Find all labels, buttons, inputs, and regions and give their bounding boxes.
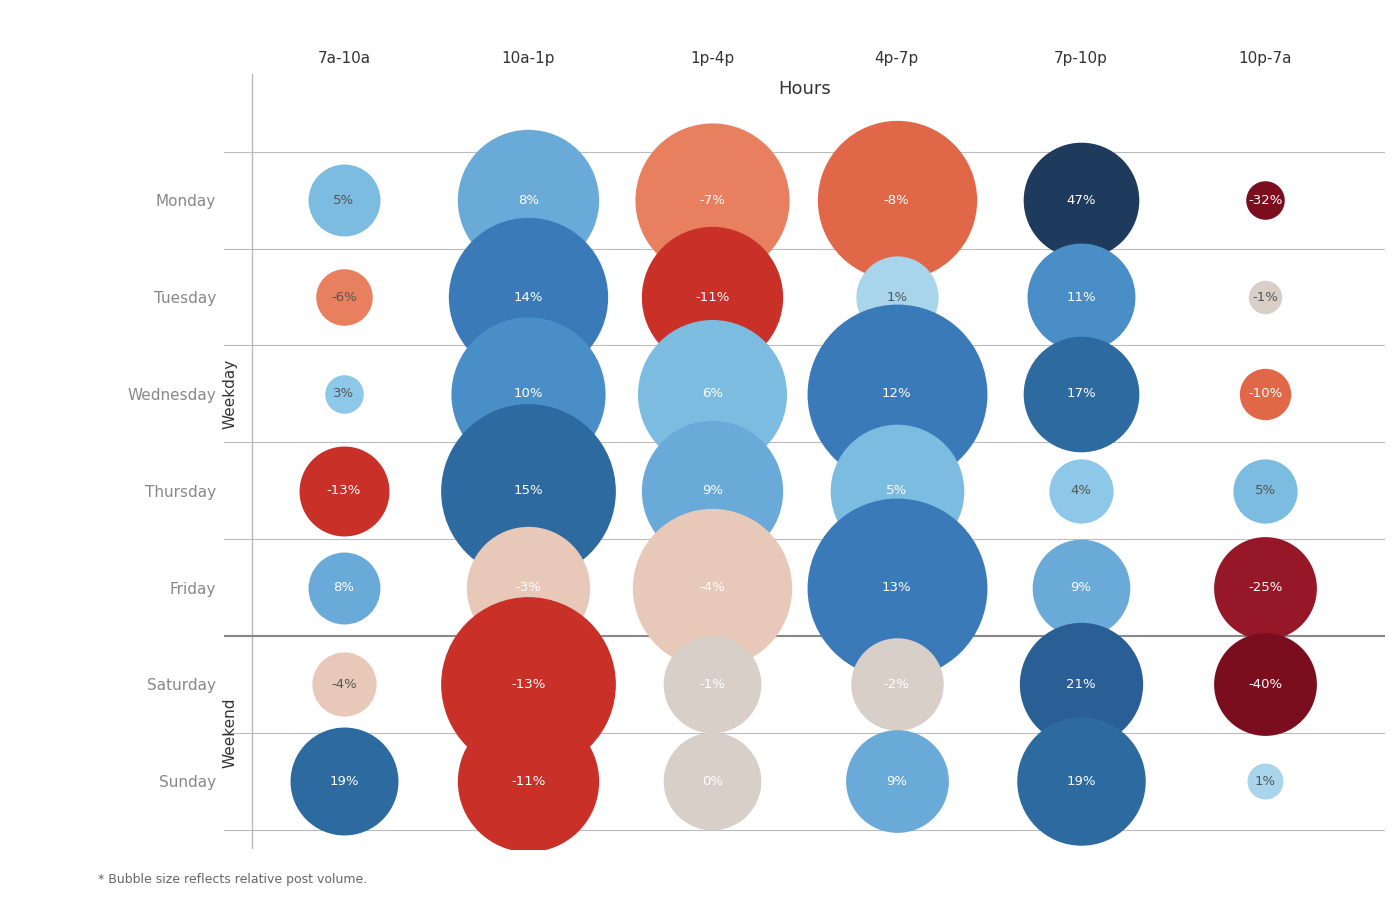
Point [701, 193, 724, 207]
Text: -11%: -11% [511, 775, 546, 788]
Point [885, 290, 907, 304]
Text: 1%: 1% [1254, 775, 1275, 788]
Point [1254, 387, 1277, 401]
Text: -10%: -10% [1247, 387, 1282, 400]
Text: 0%: 0% [701, 775, 722, 788]
Point [885, 677, 907, 691]
Point [517, 193, 539, 207]
Point [517, 774, 539, 788]
Point [885, 193, 907, 207]
Point [1070, 677, 1092, 691]
Text: 4%: 4% [1071, 484, 1092, 497]
Text: 11%: 11% [1067, 291, 1096, 303]
Text: 5%: 5% [1254, 484, 1275, 497]
Text: 5%: 5% [886, 484, 907, 497]
Point [1254, 483, 1277, 498]
Text: Weekend: Weekend [223, 698, 237, 768]
Text: -4%: -4% [700, 581, 725, 594]
Point [333, 193, 356, 207]
Text: 9%: 9% [886, 775, 907, 788]
Point [1070, 580, 1092, 595]
Text: 10%: 10% [514, 387, 543, 400]
Text: -32%: -32% [1247, 194, 1282, 207]
Text: -25%: -25% [1247, 581, 1282, 594]
Point [1070, 483, 1092, 498]
Point [1254, 580, 1277, 595]
Text: 19%: 19% [329, 775, 358, 788]
Point [701, 290, 724, 304]
Text: 19%: 19% [1067, 775, 1096, 788]
Text: 21%: 21% [1067, 678, 1096, 691]
Text: -6%: -6% [330, 291, 357, 303]
Text: -7%: -7% [700, 194, 725, 207]
Point [333, 677, 356, 691]
Point [333, 774, 356, 788]
Text: -3%: -3% [515, 581, 540, 594]
Text: -2%: -2% [883, 678, 910, 691]
Text: 13%: 13% [882, 581, 911, 594]
Point [1070, 290, 1092, 304]
Point [1254, 290, 1277, 304]
Point [1070, 774, 1092, 788]
Text: -1%: -1% [1252, 291, 1278, 303]
Point [701, 387, 724, 401]
Text: 1%: 1% [886, 291, 907, 303]
Point [517, 483, 539, 498]
Text: 12%: 12% [882, 387, 911, 400]
Text: -13%: -13% [326, 484, 361, 497]
Point [517, 387, 539, 401]
Text: 8%: 8% [518, 194, 539, 207]
Point [1070, 387, 1092, 401]
Text: 47%: 47% [1067, 194, 1096, 207]
Text: Weekday: Weekday [223, 359, 237, 429]
Point [885, 580, 907, 595]
Point [517, 677, 539, 691]
Text: -11%: -11% [696, 291, 729, 303]
Text: 9%: 9% [1071, 581, 1092, 594]
Point [885, 387, 907, 401]
Point [701, 483, 724, 498]
Point [1070, 193, 1092, 207]
Text: -8%: -8% [883, 194, 910, 207]
Text: 14%: 14% [514, 291, 543, 303]
Point [885, 774, 907, 788]
Point [701, 580, 724, 595]
Text: -13%: -13% [511, 678, 546, 691]
Text: 3%: 3% [333, 387, 354, 400]
Text: * Bubble size reflects relative post volume.: * Bubble size reflects relative post vol… [98, 874, 367, 886]
Text: 8%: 8% [333, 581, 354, 594]
Text: 15%: 15% [514, 484, 543, 497]
Point [1254, 193, 1277, 207]
Text: 5%: 5% [333, 194, 354, 207]
Point [333, 483, 356, 498]
Point [333, 290, 356, 304]
Point [1254, 677, 1277, 691]
Text: Hours: Hours [778, 80, 832, 98]
Point [1254, 774, 1277, 788]
Point [517, 580, 539, 595]
Text: 6%: 6% [701, 387, 722, 400]
Text: -4%: -4% [330, 678, 357, 691]
Text: 9%: 9% [701, 484, 722, 497]
Point [517, 290, 539, 304]
Point [333, 387, 356, 401]
Point [701, 774, 724, 788]
Point [701, 677, 724, 691]
Point [885, 483, 907, 498]
Text: -1%: -1% [700, 678, 725, 691]
Text: -40%: -40% [1249, 678, 1282, 691]
Text: 17%: 17% [1067, 387, 1096, 400]
Point [333, 580, 356, 595]
